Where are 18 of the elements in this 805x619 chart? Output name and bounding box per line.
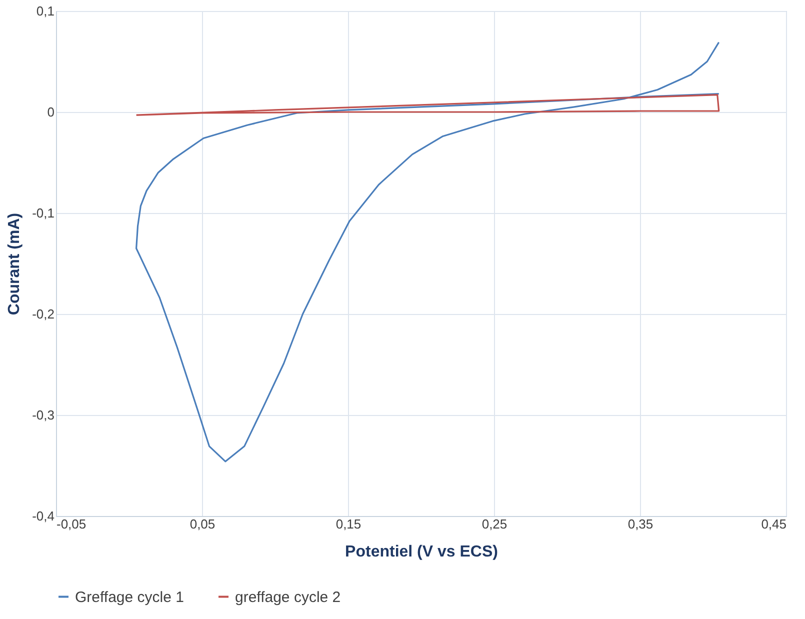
y-tick-label: 0	[47, 104, 54, 120]
y-tick-label: -0,1	[32, 206, 54, 220]
y-tick-label: -0,2	[32, 306, 54, 322]
x-tick-label: 0,45	[761, 516, 786, 532]
x-tick-label: -0,05	[56, 516, 86, 532]
y-tick-label: -0,4	[32, 508, 54, 524]
x-axis-title: Potentiel (V vs ECS)	[345, 544, 498, 560]
legend-label: greffage cycle 2	[235, 588, 341, 606]
line-series	[136, 42, 720, 462]
x-tick-label: 0,35	[628, 516, 654, 532]
x-tick-label: 0,25	[482, 516, 508, 532]
y-axis-title: Courant (mA)	[6, 212, 24, 316]
x-tick-label: 0,05	[190, 516, 216, 532]
x-tick-label: 0,15	[336, 516, 362, 532]
y-tick-label: 0,1	[36, 4, 54, 18]
line-series	[136, 94, 720, 116]
y-tick-label: -0,3	[32, 408, 54, 422]
legend-label: Greffage cycle 1	[75, 588, 184, 606]
